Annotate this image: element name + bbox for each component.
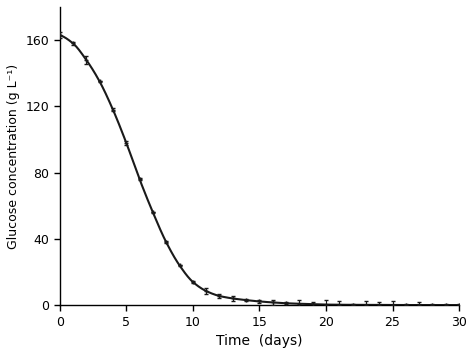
X-axis label: Time  (days): Time (days) xyxy=(216,334,302,348)
Y-axis label: Glucose concentration (g L⁻¹): Glucose concentration (g L⁻¹) xyxy=(7,64,20,248)
